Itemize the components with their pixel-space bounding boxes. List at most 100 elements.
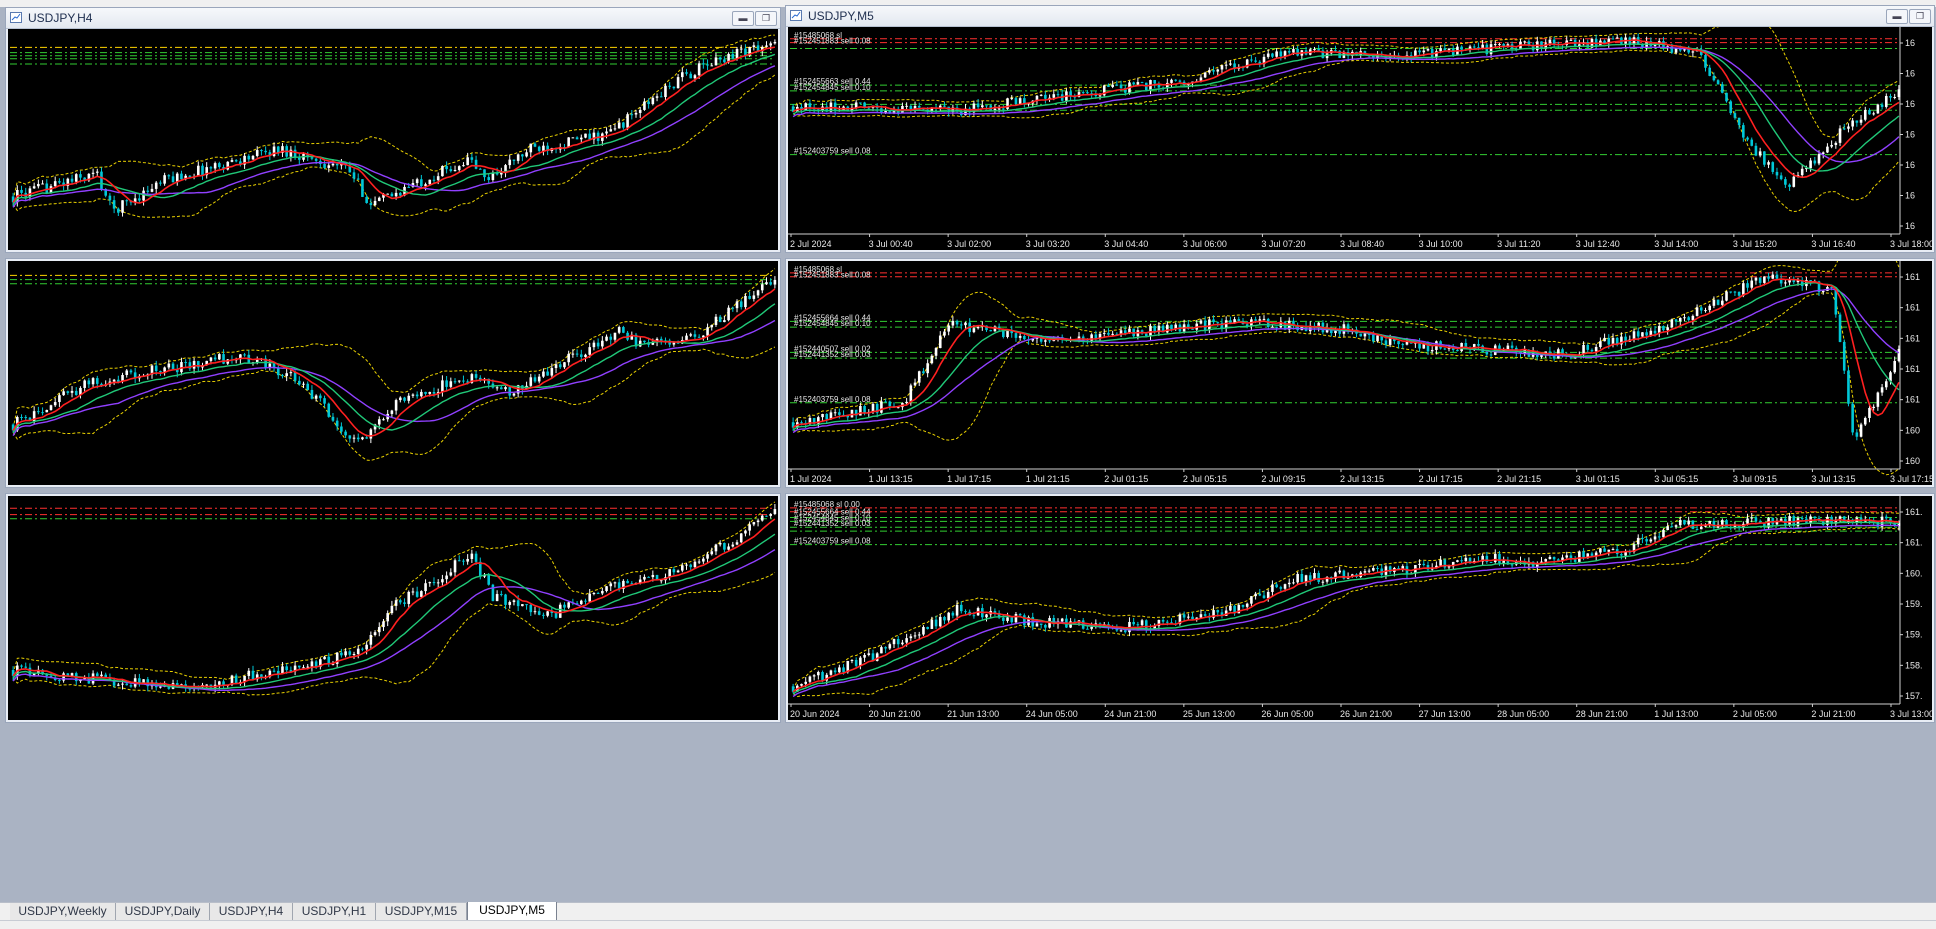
candle-body [584,354,587,357]
minimize-icon[interactable]: ▬ [1886,9,1908,24]
candle-body [1607,337,1611,345]
tab-usdjpy-m5[interactable]: USDJPY,M5 [467,902,557,922]
candle-body [592,132,596,140]
candle-body [222,681,225,686]
chart-window-usdjpy-weekly[interactable]: #15485068 sl 0.00 #152455664 sell 0.44 #15… [785,493,1935,723]
candle-body [1023,98,1026,105]
candle-body [617,122,621,129]
candle-body [1552,556,1556,560]
candle-body [66,673,70,677]
candle-body [859,102,862,104]
candle-body [1485,351,1489,355]
candle-body [62,391,65,396]
candle-body [1645,332,1648,336]
candle-body [457,380,461,382]
candle-body [1338,570,1341,573]
candle-body [1161,325,1165,333]
candle-body [1779,278,1783,284]
candle-body [1872,113,1875,115]
time-axis-label: 21 Jun 13:00 [947,709,999,719]
candle-body [100,674,103,677]
candle-body [1296,48,1299,56]
candle-body [453,381,457,383]
chart-window-usdjpy-daily[interactable] [5,493,781,723]
restore-icon[interactable]: ❐ [755,11,777,26]
minimize-icon[interactable]: ▬ [732,11,754,26]
window-titlebar[interactable]: USDJPY,M5 ▬ ❐ [786,6,1934,27]
window-titlebar[interactable]: USDJPY,H4 ▬ ❐ [6,8,780,29]
candle-body [415,394,419,397]
restore-icon[interactable]: ❐ [1909,9,1931,24]
candle-body [1292,320,1295,326]
candle-body [800,683,803,686]
price-chart-area[interactable]: #15485068 sl #152451883 sell 0.08 #1524556… [788,261,1932,485]
price-chart-area[interactable] [8,496,778,720]
candle-body [668,569,671,578]
candle-body [1842,516,1846,523]
candle-body [808,676,812,682]
price-chart-area[interactable] [8,261,778,485]
chart-window-usdjpy-h4[interactable]: USDJPY,H4 ▬ ❐ [5,7,781,253]
candle-body [293,665,297,672]
candle-body [1451,348,1455,351]
candle-body [272,670,276,672]
price-chart-area[interactable]: #15485068 sl 0.00 #152455664 sell 0.44 #15… [788,496,1932,720]
candle-body [926,109,929,112]
candle-body [1208,70,1211,73]
candle-body [28,667,32,676]
candle-body [1094,94,1098,97]
candle-body [1359,333,1363,337]
candle-body [272,363,276,368]
candle-body [1712,299,1716,306]
candle-body [382,621,385,628]
candle-body [1266,591,1270,599]
candle-body [1426,49,1430,51]
candle-body [1384,340,1388,345]
candle-body [243,354,246,356]
tab-usdjpy-daily[interactable]: USDJPY,Daily [116,903,210,920]
candle-body [1632,37,1636,45]
candle-body [744,48,747,56]
candle-body [1174,79,1178,81]
tab-usdjpy-h1[interactable]: USDJPY,H1 [293,903,376,920]
candle-body [825,674,829,681]
candle-body [424,391,427,394]
chart-window-icon [790,10,802,21]
tab-usdjpy-weekly[interactable]: USDJPY,Weekly [10,903,116,920]
candle-body [934,619,938,627]
candle-body [1308,575,1312,581]
candle-body [592,342,596,348]
ma-purple-line [12,65,776,208]
candle-body [1868,110,1871,115]
candle-body [70,390,74,393]
candle-body [542,614,545,616]
tab-usdjpy-h4[interactable]: USDJPY,H4 [210,903,293,920]
candle-body [1426,564,1430,570]
candle-body [1460,560,1463,562]
price-chart-area[interactable]: #15485068 sl #152451883 sell 0.08 #1524556… [788,27,1932,250]
candle-body [1582,551,1585,559]
chart-window-usdjpy-h1[interactable] [5,258,781,488]
candle-body [1006,330,1009,337]
candle-body [769,282,772,285]
candle-body [1742,283,1745,296]
candle-body [1725,291,1728,301]
candle-body [817,417,820,424]
candle-body [11,670,15,676]
candle-body [1687,317,1690,321]
candle-body [1813,160,1817,164]
candle-body [1220,322,1224,329]
chart-window-usdjpy-m5[interactable]: USDJPY,M5 ▬ ❐ #15485068 sl #152451883 sel… [785,5,1935,253]
price-chart-area[interactable] [8,29,778,250]
candle-body [171,363,175,370]
tab-usdjpy-m15[interactable]: USDJPY,M15 [376,903,467,920]
candle-body [850,107,854,111]
candle-body [773,509,777,514]
time-axis-label: 28 Jun 21:00 [1576,709,1628,719]
candle-body [1704,310,1707,312]
candle-body [1287,51,1291,53]
candle-body [281,375,284,377]
candle-body [1763,151,1766,165]
candle-body [859,657,862,666]
chart-window-usdjpy-m15[interactable]: #15485068 sl #152451883 sell 0.08 #1524556… [785,258,1935,488]
